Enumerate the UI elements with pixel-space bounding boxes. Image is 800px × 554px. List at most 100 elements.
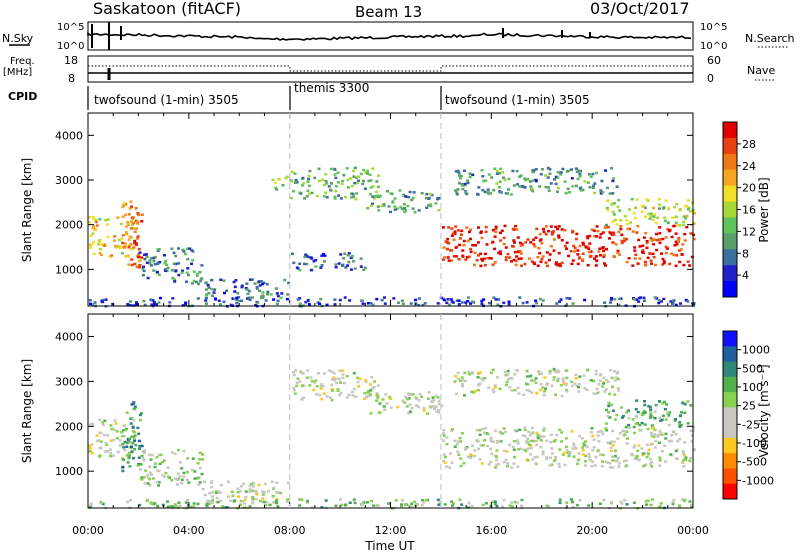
vel-cell [453, 380, 457, 383]
power-cell [124, 231, 128, 234]
power-cell [583, 180, 587, 183]
vel-cell [373, 380, 377, 383]
vel-cell [598, 502, 602, 505]
power-cell [547, 189, 551, 192]
power-cell [678, 209, 682, 212]
power-cell [247, 296, 251, 299]
vel-cell [545, 457, 548, 461]
vel-cell [252, 482, 256, 485]
power-cell [589, 250, 593, 253]
power-cell [586, 236, 590, 240]
power-cell [544, 232, 548, 236]
power-cell [588, 234, 592, 238]
power-cell [250, 278, 254, 281]
power-cell [353, 166, 357, 170]
vel-cell [632, 501, 636, 504]
vel-cell [90, 443, 94, 446]
power-cell [601, 231, 605, 234]
power-cell [688, 264, 692, 267]
vel-colorbar-tick-label-0: 1000 [742, 344, 770, 357]
power-cell [451, 301, 455, 304]
vel-cell [524, 449, 528, 453]
vel-cell [657, 433, 661, 437]
power-cell [391, 201, 395, 204]
vel-cell [320, 383, 324, 386]
power-cell [571, 229, 575, 233]
vel-cell [611, 466, 615, 469]
power-cell [491, 228, 495, 232]
power-cell [163, 261, 167, 265]
power-cell [403, 207, 406, 210]
power-cell [333, 298, 337, 301]
vel-cell [661, 414, 665, 417]
power-cell [356, 179, 360, 182]
vel-cell [159, 453, 163, 457]
vel-colorbar-swatch [723, 453, 737, 469]
vel-cell [617, 462, 621, 465]
power-cell [334, 185, 338, 188]
vel-cell [620, 406, 623, 409]
cpid-segment-2: twofsound (1-min) 3505 [445, 93, 590, 107]
power-cell [130, 263, 134, 267]
power-cell [89, 302, 92, 306]
power-cell [594, 255, 598, 258]
vel-cell [354, 395, 358, 399]
power-cell [612, 213, 616, 216]
power-cell [584, 246, 588, 249]
vel-cell [157, 453, 161, 457]
vel-cell [550, 447, 554, 450]
power-cell [657, 299, 661, 302]
vel-cell [122, 429, 125, 432]
power-cell [675, 224, 679, 227]
vel-cell [535, 455, 539, 459]
power-cell [547, 229, 551, 233]
vel-cell [294, 369, 298, 372]
power-cell [180, 271, 184, 274]
vel-cell [632, 446, 636, 449]
power-cell [374, 190, 378, 194]
vel-cell [654, 439, 658, 443]
vel-cell [513, 440, 517, 443]
power-cell [333, 197, 337, 200]
power-cell [324, 191, 328, 194]
vel-cell [613, 370, 616, 373]
power-cell [206, 283, 210, 287]
vel-cell [467, 370, 471, 374]
vel-cell [139, 463, 143, 466]
vel-colorbar-swatch [723, 346, 737, 363]
vel-cell [219, 499, 223, 502]
power-cell [462, 169, 466, 172]
power-cell [349, 256, 353, 259]
power-cell [652, 215, 656, 218]
vel-cell [127, 456, 131, 460]
power-cell [196, 297, 200, 300]
power-cell [204, 288, 208, 291]
power-cell [351, 192, 355, 196]
vel-cell [121, 435, 125, 438]
vel-cell [681, 401, 685, 405]
power-colorbar-tick-label-6: 4 [742, 269, 749, 282]
vel-cell [263, 490, 267, 494]
power-cell [336, 171, 340, 174]
power-cell [290, 196, 294, 200]
vel-cell [535, 431, 539, 435]
power-cell [143, 253, 146, 256]
vel-cell [518, 428, 522, 431]
vel-cell [643, 411, 647, 414]
power-cell [225, 289, 229, 292]
vel-cell [178, 504, 182, 507]
power-cell [617, 198, 621, 202]
power-cell [128, 235, 132, 238]
power-cell [666, 228, 670, 231]
vel-cell [98, 447, 102, 450]
power-cell [485, 243, 489, 246]
power-colorbar-swatch [723, 169, 737, 187]
power-cell [383, 302, 387, 305]
power-cell [446, 256, 450, 259]
power-cell [186, 267, 190, 270]
vel-cell [306, 499, 310, 503]
vel-cell [362, 501, 366, 504]
vel-cell [646, 499, 650, 502]
power-cell [606, 199, 610, 202]
power-colorbar-swatch [723, 217, 737, 234]
